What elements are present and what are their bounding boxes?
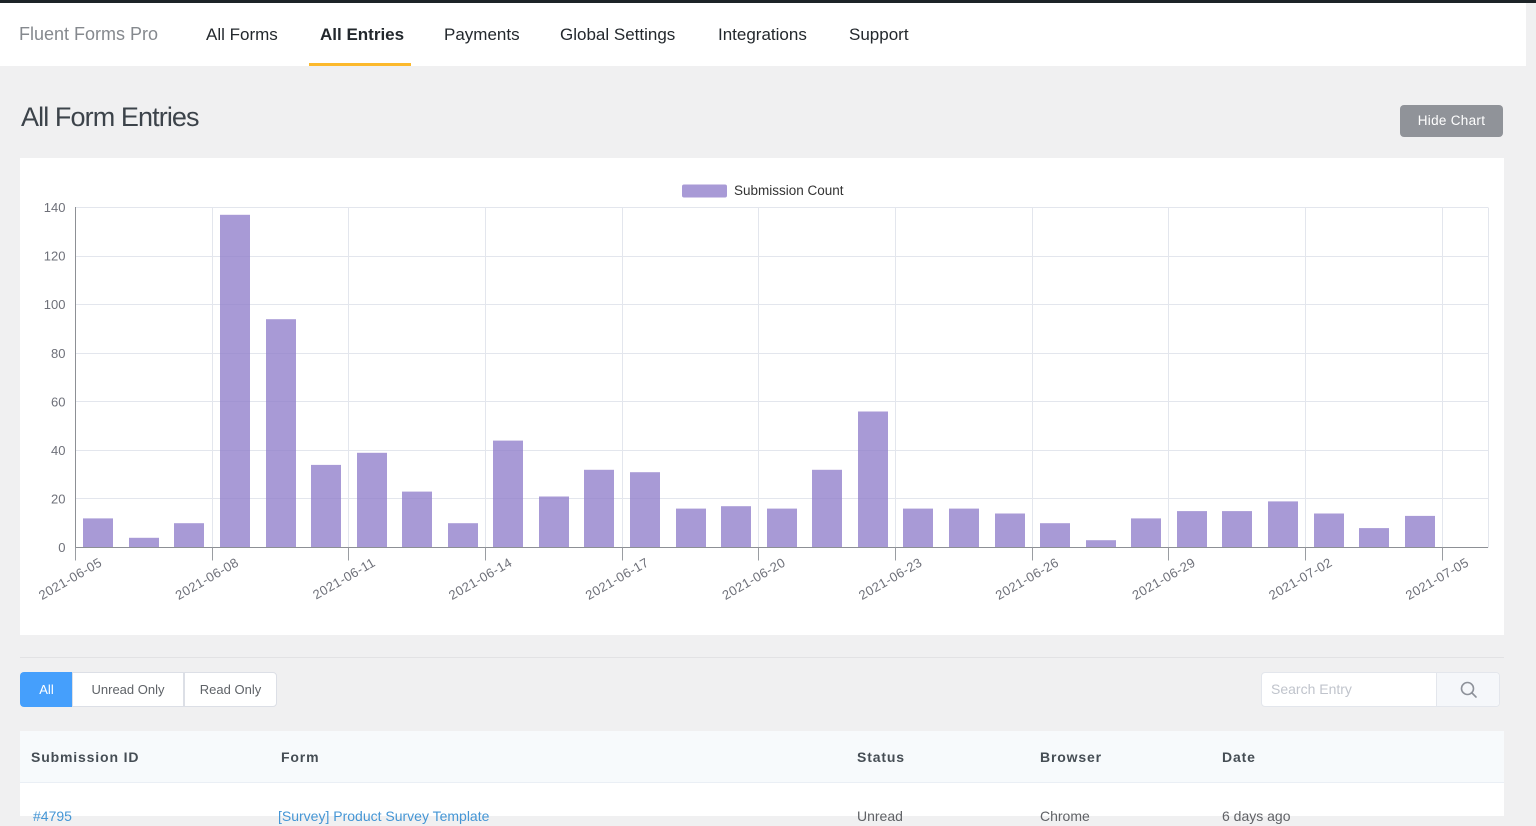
svg-text:2021-06-08: 2021-06-08	[173, 555, 242, 603]
svg-text:20: 20	[51, 492, 65, 507]
svg-text:2021-06-29: 2021-06-29	[1129, 555, 1198, 603]
svg-text:40: 40	[51, 443, 65, 458]
svg-text:140: 140	[44, 200, 66, 215]
svg-text:0: 0	[58, 540, 65, 555]
svg-text:2021-06-17: 2021-06-17	[583, 555, 652, 603]
svg-text:120: 120	[44, 249, 66, 264]
svg-text:2021-06-20: 2021-06-20	[719, 555, 788, 603]
svg-text:2021-06-26: 2021-06-26	[993, 555, 1062, 603]
svg-text:2021-07-02: 2021-07-02	[1266, 555, 1335, 603]
svg-text:60: 60	[51, 394, 65, 409]
svg-text:2021-07-05: 2021-07-05	[1403, 555, 1472, 603]
svg-text:100: 100	[44, 297, 66, 312]
svg-text:2021-06-14: 2021-06-14	[446, 555, 515, 603]
svg-text:Submission Count: Submission Count	[734, 183, 844, 198]
svg-text:2021-06-11: 2021-06-11	[310, 555, 378, 603]
svg-text:80: 80	[51, 346, 65, 361]
svg-text:2021-06-05: 2021-06-05	[36, 555, 105, 603]
svg-text:2021-06-23: 2021-06-23	[856, 555, 925, 603]
